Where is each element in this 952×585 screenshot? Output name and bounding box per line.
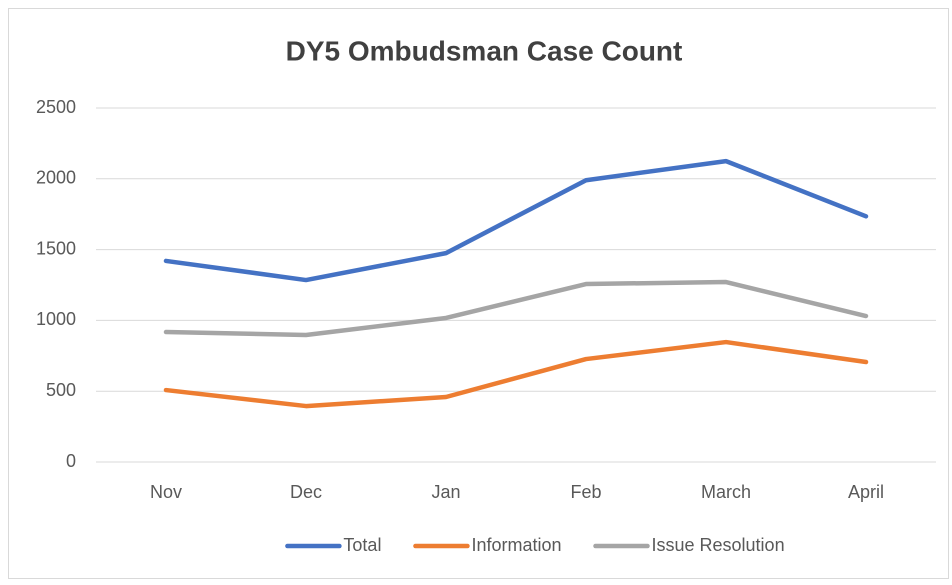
- x-tick-label: March: [701, 482, 751, 502]
- series-line: [163, 339, 869, 409]
- legend-label: Issue Resolution: [652, 535, 785, 555]
- y-tick-label: 1000: [36, 309, 76, 329]
- y-tick-label: 2500: [36, 97, 76, 117]
- series-line: [163, 158, 869, 283]
- series-line: [163, 279, 869, 338]
- x-tick-label: Nov: [150, 482, 182, 502]
- legend-label: Total: [343, 535, 381, 555]
- x-tick-label: Feb: [570, 482, 601, 502]
- x-tick-label: April: [848, 482, 884, 502]
- x-tick-label: Jan: [431, 482, 460, 502]
- y-tick-label: 2000: [36, 168, 76, 188]
- chart-frame: [8, 8, 949, 579]
- x-tick-label: Dec: [290, 482, 322, 502]
- legend-label: Information: [471, 535, 561, 555]
- chart-title: DY5 Ombudsman Case Count: [286, 35, 683, 66]
- y-tick-label: 0: [66, 451, 76, 471]
- y-tick-label: 500: [46, 380, 76, 400]
- y-tick-label: 1500: [36, 238, 76, 258]
